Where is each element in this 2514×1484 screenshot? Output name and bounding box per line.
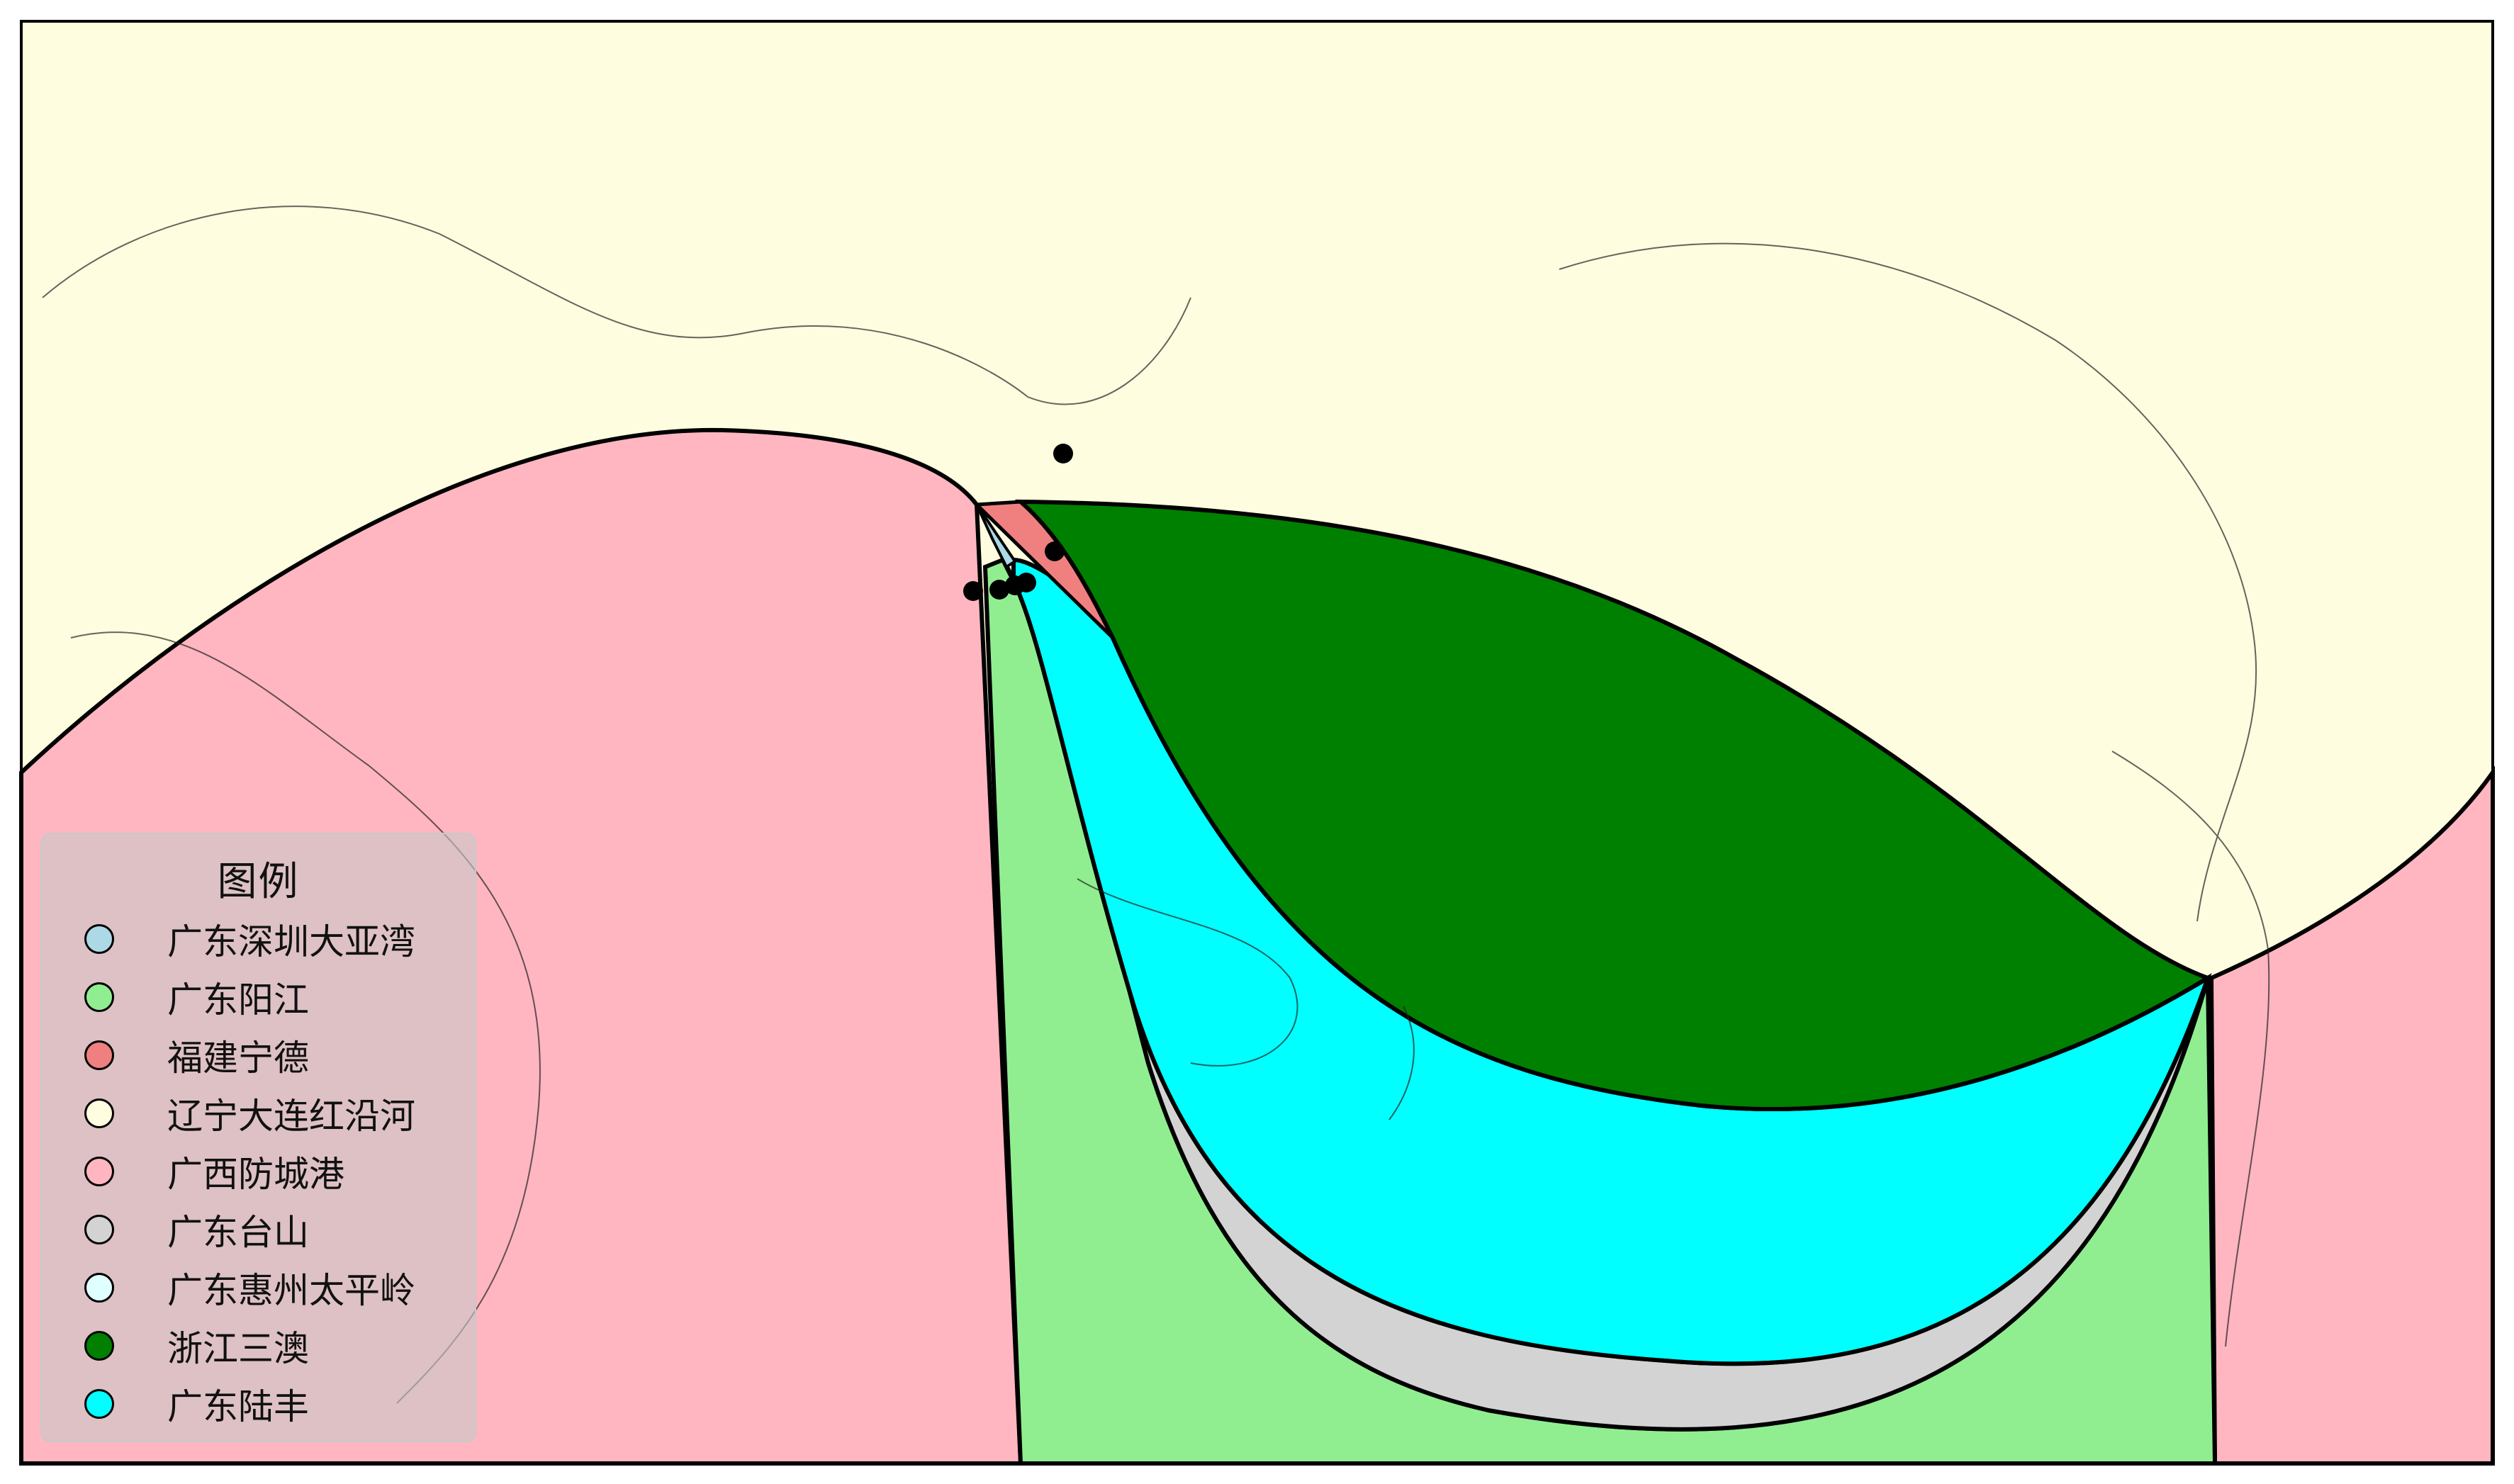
site-markers xyxy=(963,444,1073,601)
legend-item: 广东阳江 xyxy=(84,969,309,1025)
map-frame xyxy=(20,20,2494,1465)
legend-item: 广西防城港 xyxy=(84,1143,344,1200)
site-marker xyxy=(1016,573,1036,592)
legend-label: 广东台山 xyxy=(167,1212,309,1253)
legend-item: 广东深圳大亚湾 xyxy=(84,911,415,967)
region-zhejiang-sanao xyxy=(1014,499,2213,1112)
legend-label: 广东惠州太平岭 xyxy=(167,1270,415,1311)
legend-label: 广西防城港 xyxy=(167,1154,344,1195)
legend-swatch xyxy=(84,1273,114,1303)
legend-label: 广东阳江 xyxy=(167,979,309,1021)
legend-item: 福建宁德 xyxy=(84,1027,309,1084)
legend-item: 广东台山 xyxy=(84,1201,309,1258)
region-shenzhen-dayawan xyxy=(975,503,1017,569)
legend-label: 广东陆丰 xyxy=(167,1386,309,1427)
legend-label: 福建宁德 xyxy=(167,1038,309,1079)
legend-item: 浙江三澳 xyxy=(84,1317,309,1374)
legend-label: 广东深圳大亚湾 xyxy=(167,921,415,962)
legend-label: 浙江三澳 xyxy=(167,1328,309,1369)
legend-title: 图例 xyxy=(217,859,300,905)
legend-swatch xyxy=(84,1098,114,1128)
site-marker xyxy=(1045,541,1065,561)
legend: 图例 广东深圳大亚湾 广东阳江 福建宁德 辽宁大连红沿河 广西防城港 广东台山 … xyxy=(40,833,476,1442)
site-marker xyxy=(989,580,1009,600)
legend-item: 广东陆丰 xyxy=(84,1376,309,1432)
coastlines xyxy=(42,206,2270,1404)
legend-swatch xyxy=(84,924,114,954)
site-marker xyxy=(1053,444,1073,463)
legend-swatch xyxy=(84,1215,114,1244)
legend-swatch xyxy=(84,1331,114,1361)
legend-swatch xyxy=(84,982,114,1012)
legend-label: 辽宁大连红沿河 xyxy=(167,1096,415,1137)
region-guangxi-fangchenggang-east xyxy=(2209,765,2495,1466)
legend-item: 广东惠州太平岭 xyxy=(84,1259,415,1316)
legend-item: 辽宁大连红沿河 xyxy=(84,1085,415,1142)
legend-swatch xyxy=(84,1157,114,1186)
site-marker xyxy=(963,581,983,601)
legend-swatch xyxy=(84,1040,114,1070)
legend-swatch xyxy=(84,1389,114,1419)
